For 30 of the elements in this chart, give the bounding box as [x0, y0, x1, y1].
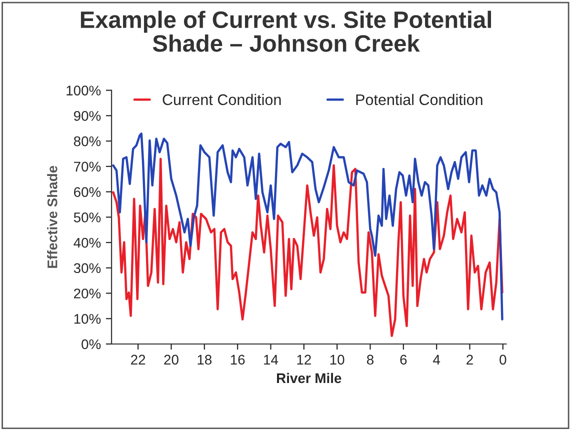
line-series — [112, 158, 504, 337]
x-tick-label: 18 — [198, 354, 212, 365]
y-tick-label: 50% — [74, 212, 101, 222]
y-tick-label: 70% — [74, 162, 101, 172]
x-tick-label: 10 — [330, 354, 344, 365]
y-tick-label: 10% — [74, 314, 101, 324]
x-tick-label: 12 — [297, 354, 311, 364]
legend-label: Current Condition — [162, 94, 281, 106]
x-tick-label: 22 — [131, 354, 146, 364]
y-tick-label: 40% — [74, 238, 101, 248]
x-tick-label: 4 — [433, 354, 440, 364]
x-axis-title: River Mile — [277, 372, 342, 384]
x-tick-label: 16 — [230, 354, 245, 365]
y-tick-label: 0% — [82, 339, 101, 350]
x-tick-label: 0 — [500, 354, 506, 365]
x-tick-label: 14 — [264, 354, 278, 364]
x-tick-label: 6 — [400, 354, 407, 365]
y-tick-label: 20% — [74, 288, 101, 298]
x-tick-label: 2 — [466, 354, 473, 364]
line-series — [112, 132, 504, 320]
y-tick-label: 60% — [74, 187, 101, 197]
y-tick-label: 100% — [66, 86, 101, 96]
y-axis-title: Effective Shade — [47, 166, 58, 268]
y-tick-label: 80% — [74, 136, 101, 146]
x-tick-label: 20 — [164, 354, 178, 365]
x-tick-label: 8 — [366, 354, 374, 365]
y-tick-label: 90% — [74, 111, 101, 121]
legend-label: Potential Condition — [356, 94, 482, 106]
y-tick-label: 30% — [74, 263, 101, 274]
chart-title: Example of Current vs. Site Potential Shade – Johnson Creek — [80, 10, 491, 52]
